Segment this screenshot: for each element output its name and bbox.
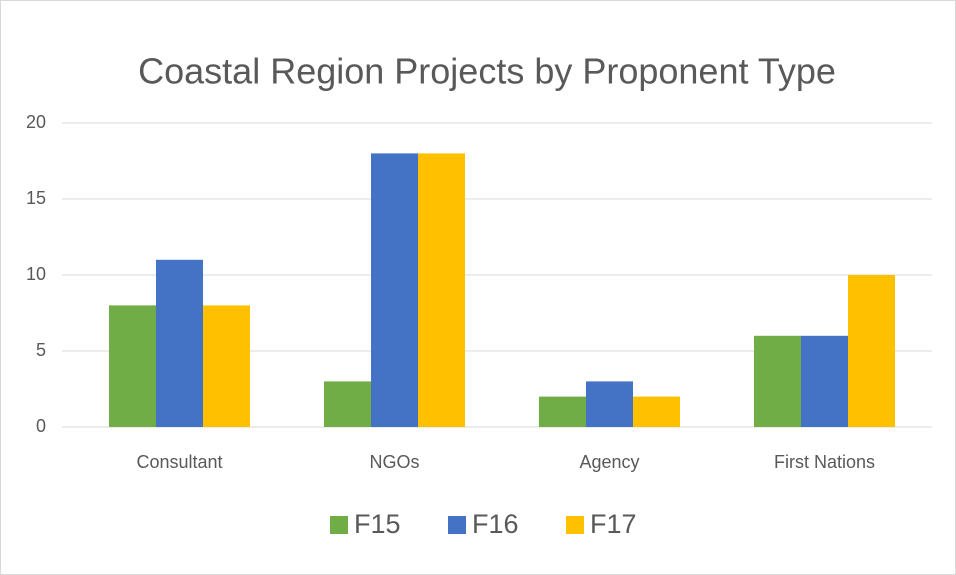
- legend-label: F17: [590, 509, 637, 539]
- x-tick-label: Consultant: [136, 452, 222, 472]
- chart-title: Coastal Region Projects by Proponent Typ…: [138, 51, 836, 92]
- bar: [371, 153, 418, 427]
- y-tick-label: 0: [36, 416, 46, 436]
- bar: [203, 305, 250, 427]
- bar: [418, 153, 465, 427]
- x-tick-label: Agency: [579, 452, 639, 472]
- bar: [156, 259, 203, 427]
- bar: [633, 396, 680, 427]
- bar: [848, 275, 895, 427]
- y-tick-label: 15: [26, 188, 46, 208]
- bar: [586, 381, 633, 427]
- x-tick-label: NGOs: [369, 452, 419, 472]
- y-tick-label: 10: [26, 264, 46, 284]
- legend-label: F16: [472, 509, 519, 539]
- bar: [109, 305, 156, 427]
- y-tick-label: 20: [26, 112, 46, 132]
- bar: [801, 335, 848, 427]
- legend-swatch: [330, 516, 348, 534]
- bar: [324, 381, 371, 427]
- legend-swatch: [448, 516, 466, 534]
- y-tick-label: 5: [36, 340, 46, 360]
- legend-label: F15: [354, 509, 401, 539]
- bar: [754, 335, 801, 427]
- bar: [539, 396, 586, 427]
- x-tick-label: First Nations: [774, 452, 875, 472]
- legend-swatch: [566, 516, 584, 534]
